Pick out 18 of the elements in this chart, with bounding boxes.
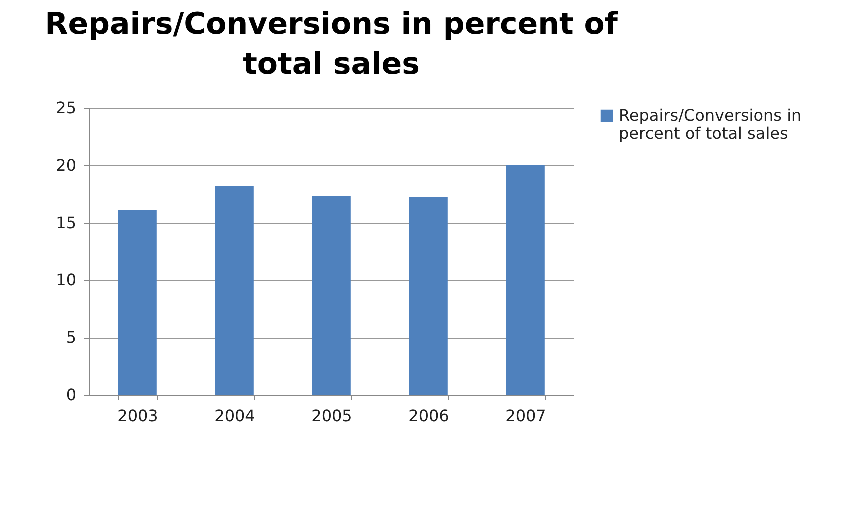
bar	[312, 196, 351, 395]
y-tick-label: 0	[66, 386, 76, 404]
y-tick-label: 5	[66, 328, 76, 348]
x-tick-label: 2006	[408, 406, 450, 426]
x-tick-label: 2005	[312, 406, 352, 426]
bar	[215, 186, 254, 395]
y-tick-label: 10	[56, 270, 76, 290]
bar	[118, 210, 157, 395]
y-tick-label: 25	[56, 98, 76, 118]
x-tick-label: 2007	[506, 406, 546, 426]
y-tick-label: 20	[56, 156, 76, 175]
chart-title: Repairs/Conversions in percent of total sales	[45, 7, 619, 82]
legend-label: Repairs/Conversions in percent of total sales	[619, 106, 802, 143]
bar	[409, 198, 448, 395]
y-tick-label: 15	[56, 213, 76, 232]
x-tick-label: 2004	[214, 406, 256, 426]
x-tick-label: 2003	[118, 406, 158, 426]
bar	[506, 165, 545, 395]
